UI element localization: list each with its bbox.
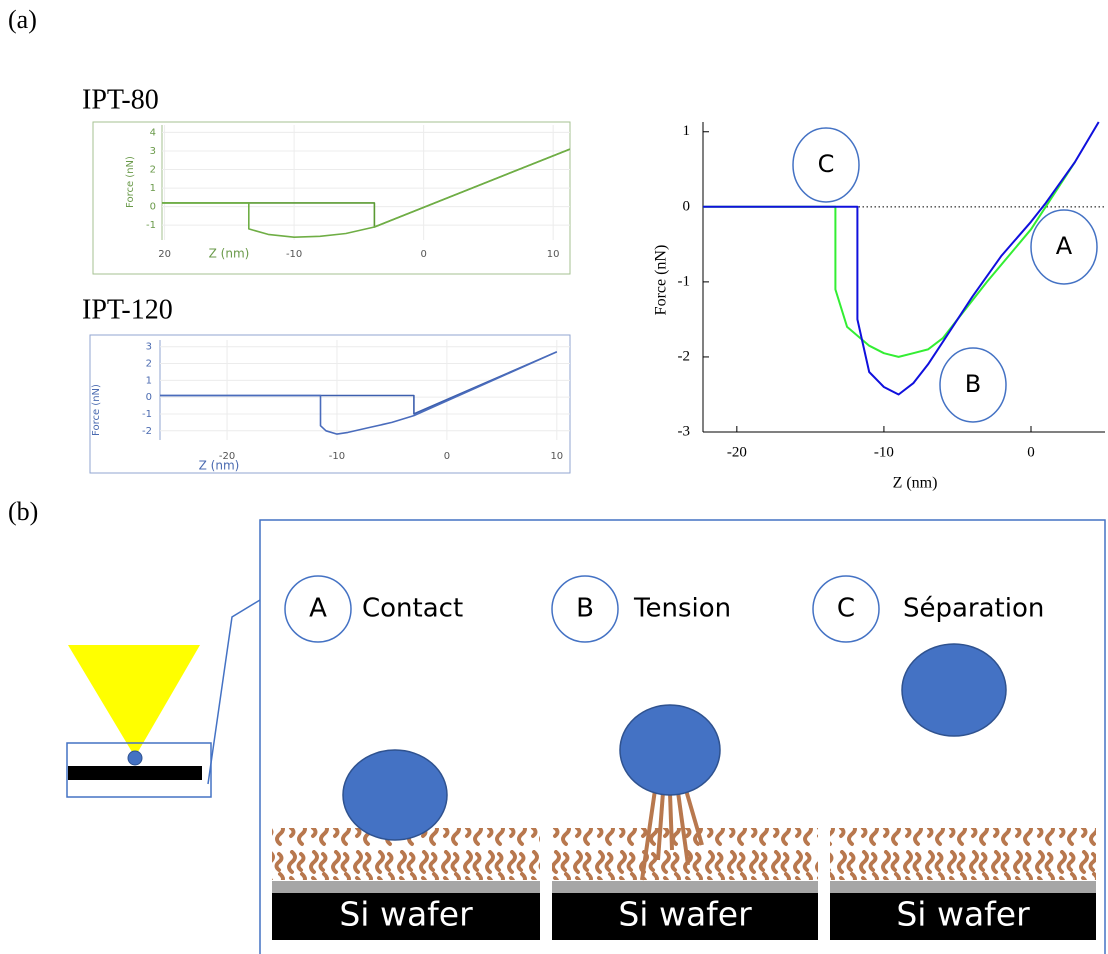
y-axis-label: Force (nN) <box>653 245 670 316</box>
stage-marker: A <box>309 594 327 624</box>
panel-label: (b) <box>8 497 38 526</box>
chart-frame <box>92 121 571 275</box>
x-tick-label: 10 <box>547 249 560 260</box>
x-axis-label: Z (nm) <box>209 247 250 261</box>
annotation: B <box>965 370 981 398</box>
annotation: C <box>818 150 835 178</box>
data-line <box>160 351 558 415</box>
stage-label: Séparation <box>903 594 1044 624</box>
y-tick-label: -3 <box>678 423 691 439</box>
x-tick-label: -10 <box>329 451 345 462</box>
y-tick-label: 0 <box>146 392 152 403</box>
y-tick-label: 1 <box>150 183 156 194</box>
x-tick-label: -20 <box>219 451 235 462</box>
x-tick-label: 0 <box>1027 444 1035 460</box>
stage-label: Contact <box>362 594 463 624</box>
substrate-label: Si wafer <box>896 895 1030 934</box>
y-tick-label: 2 <box>150 165 156 176</box>
y-tick-label: -1 <box>146 220 156 231</box>
x-tick-label: 0 <box>444 451 450 462</box>
x-tick-label: -10 <box>286 249 302 260</box>
x-axis-label: Z (nm) <box>199 459 240 473</box>
x-tick-label: -10 <box>874 444 894 460</box>
y-axis-label: Force (nN) <box>125 156 136 208</box>
data-line <box>703 121 1100 396</box>
y-tick-label: -1 <box>678 273 691 289</box>
chart-frame <box>89 334 571 474</box>
inset <box>66 599 261 798</box>
stage-label: Tension <box>633 594 731 624</box>
y-tick-label: 3 <box>146 342 152 353</box>
y-tick-label: 4 <box>150 127 156 138</box>
y-tick-label: -2 <box>678 348 691 364</box>
substrate-label: Si wafer <box>339 895 473 934</box>
chart-title: IPT-80 <box>82 84 159 115</box>
diagram-frame <box>259 519 1106 954</box>
plot-area <box>160 351 558 435</box>
plot-area <box>162 148 570 238</box>
y-axis-label: Force (nN) <box>91 384 102 436</box>
y-tick-label: 3 <box>150 146 156 157</box>
x-tick-label: 20 <box>158 249 171 260</box>
plot-area <box>703 121 1105 396</box>
substrate-label: Si wafer <box>618 895 752 934</box>
stage-marker: B <box>576 594 594 624</box>
panel-label: (a) <box>8 5 37 34</box>
y-tick-label: 0 <box>150 202 156 213</box>
x-tick-label: 10 <box>550 451 563 462</box>
annotation: A <box>1056 232 1073 260</box>
x-axis-label: Z (nm) <box>893 475 938 492</box>
y-tick-label: 2 <box>146 359 152 370</box>
annotation-circle <box>1030 209 1098 285</box>
chart: -3-2-101-20 -10 0Z (nm)Force (nN)CAB <box>653 121 1105 492</box>
y-tick-label: -2 <box>142 426 152 437</box>
y-tick-label: -1 <box>142 409 152 420</box>
stage-marker: C <box>837 594 855 624</box>
annotation-circle <box>939 347 1007 423</box>
y-tick-label: 0 <box>683 198 691 214</box>
x-tick-label: -20 <box>727 444 747 460</box>
annotation-circle <box>792 127 860 203</box>
y-tick-label: 1 <box>146 375 152 386</box>
data-line <box>160 351 558 435</box>
y-tick-label: 1 <box>683 123 691 139</box>
diagram: A Contact B Tension C Séparation Si wafe… <box>272 575 1096 940</box>
data-line <box>162 148 570 238</box>
x-tick-label: 0 <box>420 249 426 260</box>
data-line <box>703 161 1076 358</box>
chart-title: IPT-120 <box>82 294 173 325</box>
